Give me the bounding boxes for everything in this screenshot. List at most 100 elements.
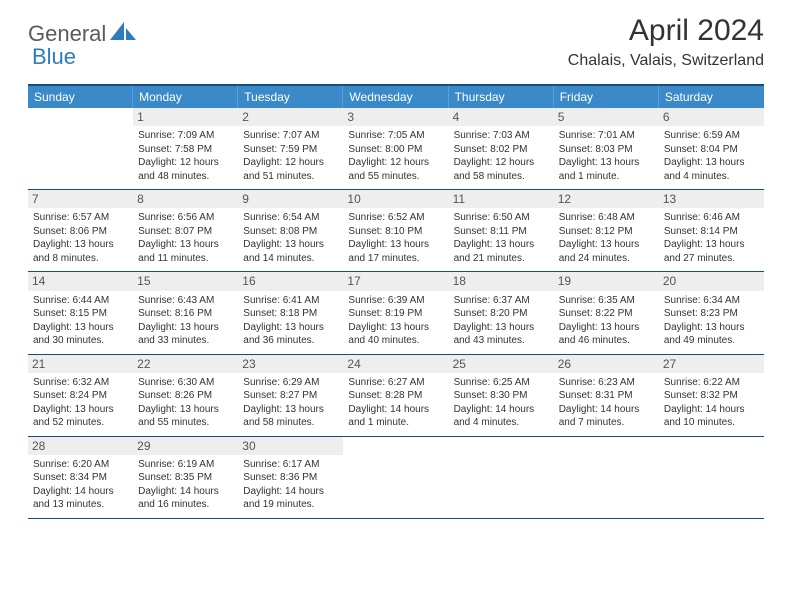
day-number: 23 (238, 355, 343, 373)
sunrise-text: Sunrise: 6:19 AM (138, 458, 233, 472)
day-number: 10 (343, 190, 448, 208)
daylight-text: and 10 minutes. (664, 416, 759, 430)
weekday-header: Monday (133, 86, 238, 108)
daylight-text: Daylight: 13 hours (33, 403, 128, 417)
daylight-text: and 58 minutes. (243, 416, 338, 430)
daylight-text: Daylight: 13 hours (454, 321, 549, 335)
day-number: 18 (449, 272, 554, 290)
sunset-text: Sunset: 7:58 PM (138, 143, 233, 157)
day-number: 1 (133, 108, 238, 126)
day-number: 3 (343, 108, 448, 126)
logo-text-left: General (28, 21, 106, 47)
daylight-text: and 58 minutes. (454, 170, 549, 184)
sunset-text: Sunset: 8:04 PM (664, 143, 759, 157)
daylight-text: and 19 minutes. (243, 498, 338, 512)
week-row: 1 Sunrise: 7:09 AMSunset: 7:58 PM Daylight… (28, 108, 764, 190)
sunset-text: Sunset: 8:14 PM (664, 225, 759, 239)
day-cell: 9Sunrise: 6:54 AMSunset: 8:08 PMDaylight… (238, 190, 343, 271)
daylight-text: and 8 minutes. (33, 252, 128, 266)
daylight-text: Daylight: 13 hours (348, 238, 443, 252)
daylight-text: Daylight: 12 hours (454, 156, 549, 170)
day-cell: 8Sunrise: 6:56 AMSunset: 8:07 PMDaylight… (133, 190, 238, 271)
day-cell: 13Sunrise: 6:46 AMSunset: 8:14 PMDayligh… (659, 190, 764, 271)
sunset-text: Sunset: 8:12 PM (559, 225, 654, 239)
month-title: April 2024 (568, 14, 764, 48)
daylight-text: and 16 minutes. (138, 498, 233, 512)
day-number: 9 (238, 190, 343, 208)
sunset-text: Sunset: 8:19 PM (348, 307, 443, 321)
daylight-text: Daylight: 14 hours (454, 403, 549, 417)
sunset-text: Sunset: 8:34 PM (33, 471, 128, 485)
day-number: 17 (343, 272, 448, 290)
day-cell: 16Sunrise: 6:41 AMSunset: 8:18 PMDayligh… (238, 272, 343, 353)
sunrise-text: Sunrise: 6:43 AM (138, 294, 233, 308)
day-number: 4 (449, 108, 554, 126)
daylight-text: and 30 minutes. (33, 334, 128, 348)
day-cell: 10Sunrise: 6:52 AMSunset: 8:10 PMDayligh… (343, 190, 448, 271)
sunset-text: Sunset: 8:07 PM (138, 225, 233, 239)
sunset-text: Sunset: 8:11 PM (454, 225, 549, 239)
sunrise-text: Sunrise: 7:09 AM (138, 129, 233, 143)
day-number: 13 (659, 190, 764, 208)
day-number: 8 (133, 190, 238, 208)
weekday-header: Saturday (659, 86, 764, 108)
week-row: 7Sunrise: 6:57 AMSunset: 8:06 PMDaylight… (28, 190, 764, 272)
sunset-text: Sunset: 8:06 PM (33, 225, 128, 239)
day-cell: 25Sunrise: 6:25 AMSunset: 8:30 PMDayligh… (449, 355, 554, 436)
daylight-text: Daylight: 13 hours (138, 403, 233, 417)
sunrise-text: Sunrise: 6:17 AM (243, 458, 338, 472)
weekday-header-row: SundayMondayTuesdayWednesdayThursdayFrid… (28, 86, 764, 108)
day-number: 5 (554, 108, 659, 126)
daylight-text: and 11 minutes. (138, 252, 233, 266)
day-number: 30 (238, 437, 343, 455)
sunrise-text: Sunrise: 6:48 AM (559, 211, 654, 225)
sunrise-text: Sunrise: 6:50 AM (454, 211, 549, 225)
daylight-text: Daylight: 13 hours (559, 321, 654, 335)
daylight-text: Daylight: 13 hours (559, 238, 654, 252)
day-cell: 23Sunrise: 6:29 AMSunset: 8:27 PMDayligh… (238, 355, 343, 436)
day-cell: 24Sunrise: 6:27 AMSunset: 8:28 PMDayligh… (343, 355, 448, 436)
weekday-header: Thursday (449, 86, 554, 108)
day-number: 6 (659, 108, 764, 126)
day-cell: 4Sunrise: 7:03 AMSunset: 8:02 PMDaylight… (449, 108, 554, 189)
sunrise-text: Sunrise: 6:20 AM (33, 458, 128, 472)
daylight-text: Daylight: 12 hours (243, 156, 338, 170)
sunset-text: Sunset: 8:36 PM (243, 471, 338, 485)
sunrise-text: Sunrise: 7:05 AM (348, 129, 443, 143)
sunrise-text: Sunrise: 6:29 AM (243, 376, 338, 390)
daylight-text: and 27 minutes. (664, 252, 759, 266)
daylight-text: Daylight: 13 hours (664, 238, 759, 252)
day-cell: 11Sunrise: 6:50 AMSunset: 8:11 PMDayligh… (449, 190, 554, 271)
day-cell: 15Sunrise: 6:43 AMSunset: 8:16 PMDayligh… (133, 272, 238, 353)
sunrise-text: Sunrise: 6:37 AM (454, 294, 549, 308)
calendar: SundayMondayTuesdayWednesdayThursdayFrid… (28, 84, 764, 519)
daylight-text: Daylight: 14 hours (138, 485, 233, 499)
daylight-text: and 36 minutes. (243, 334, 338, 348)
day-cell: 21Sunrise: 6:32 AMSunset: 8:24 PMDayligh… (28, 355, 133, 436)
daylight-text: Daylight: 13 hours (454, 238, 549, 252)
week-row: 28Sunrise: 6:20 AMSunset: 8:34 PMDayligh… (28, 437, 764, 519)
daylight-text: and 4 minutes. (664, 170, 759, 184)
day-cell: 12Sunrise: 6:48 AMSunset: 8:12 PMDayligh… (554, 190, 659, 271)
sunrise-text: Sunrise: 6:22 AM (664, 376, 759, 390)
sunrise-text: Sunrise: 6:57 AM (33, 211, 128, 225)
logo-sail-icon (110, 20, 136, 47)
day-number: 21 (28, 355, 133, 373)
weekday-header: Friday (554, 86, 659, 108)
sunrise-text: Sunrise: 6:41 AM (243, 294, 338, 308)
daylight-text: Daylight: 13 hours (243, 403, 338, 417)
sunrise-text: Sunrise: 6:44 AM (33, 294, 128, 308)
logo: General (28, 20, 136, 47)
weekday-header: Tuesday (238, 86, 343, 108)
daylight-text: and 43 minutes. (454, 334, 549, 348)
sunset-text: Sunset: 8:18 PM (243, 307, 338, 321)
daylight-text: Daylight: 14 hours (243, 485, 338, 499)
sunrise-text: Sunrise: 6:54 AM (243, 211, 338, 225)
day-number: 24 (343, 355, 448, 373)
sunset-text: Sunset: 8:02 PM (454, 143, 549, 157)
day-cell: 1Sunrise: 7:09 AMSunset: 7:58 PMDaylight… (133, 108, 238, 189)
day-cell: 27Sunrise: 6:22 AMSunset: 8:32 PMDayligh… (659, 355, 764, 436)
sunset-text: Sunset: 8:20 PM (454, 307, 549, 321)
sunrise-text: Sunrise: 6:52 AM (348, 211, 443, 225)
daylight-text: and 46 minutes. (559, 334, 654, 348)
